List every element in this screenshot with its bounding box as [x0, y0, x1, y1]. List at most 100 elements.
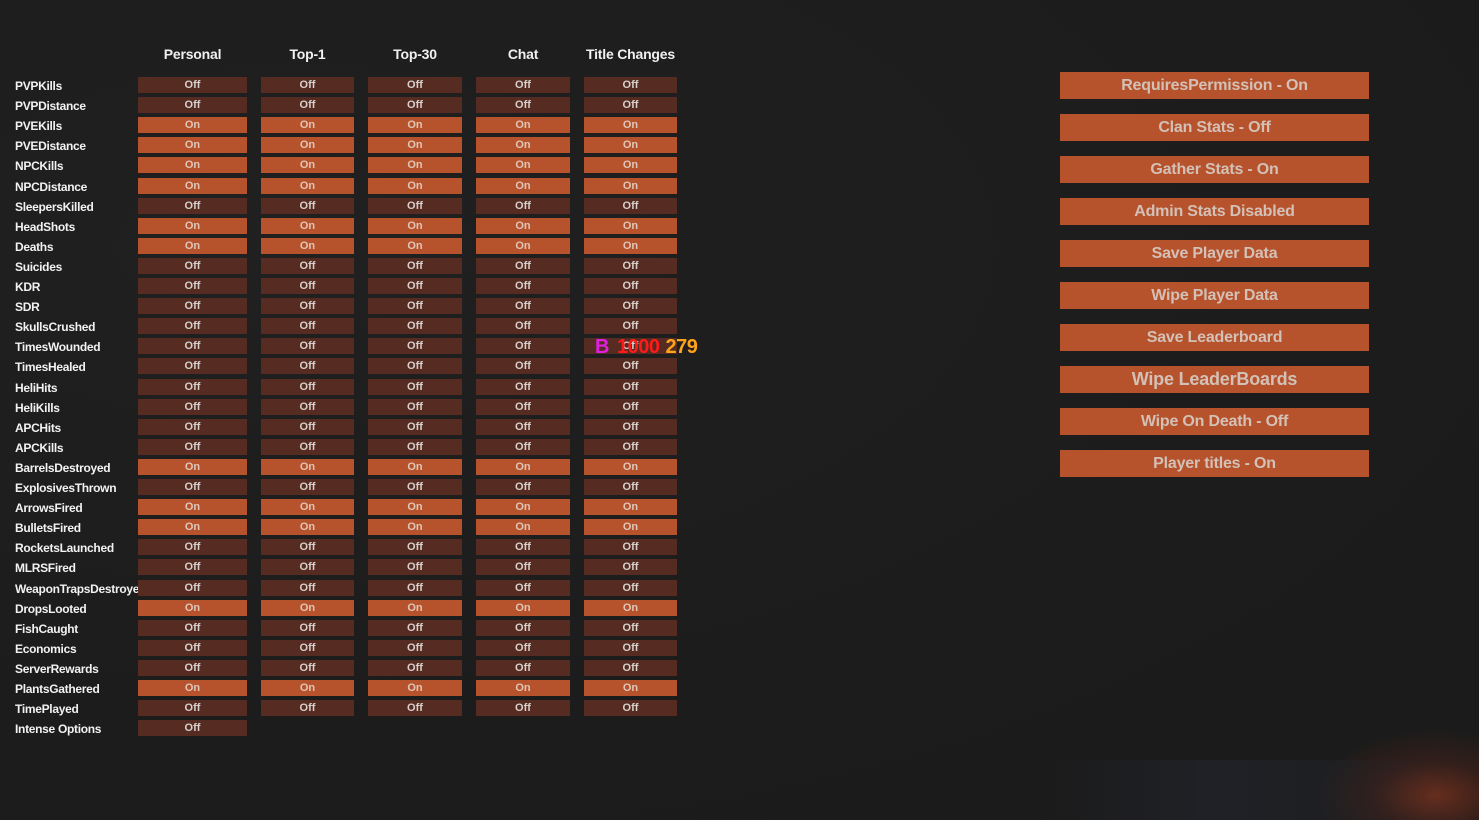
toggle-pvedistance-title-changes[interactable]: On: [584, 137, 677, 153]
toggle-economics-top-30[interactable]: Off: [368, 640, 462, 656]
toggle-deaths-chat[interactable]: On: [476, 238, 570, 254]
toggle-arrowsfired-personal[interactable]: On: [138, 499, 247, 515]
toggle-timeshealed-chat[interactable]: Off: [476, 358, 570, 374]
toggle-serverrewards-top-1[interactable]: Off: [261, 660, 354, 676]
toggle-apckills-chat[interactable]: Off: [476, 439, 570, 455]
toggle-npckills-title-changes[interactable]: On: [584, 157, 677, 173]
toggle-bulletsfired-title-changes[interactable]: On: [584, 519, 677, 535]
wipe-player-data-button[interactable]: Wipe Player Data: [1060, 282, 1369, 309]
toggle-bulletsfired-top-30[interactable]: On: [368, 519, 462, 535]
toggle-npckills-chat[interactable]: On: [476, 157, 570, 173]
toggle-pvedistance-personal[interactable]: On: [138, 137, 247, 153]
toggle-plantsgathered-top-1[interactable]: On: [261, 680, 354, 696]
toggle-suicides-top-1[interactable]: Off: [261, 258, 354, 274]
toggle-plantsgathered-personal[interactable]: On: [138, 680, 247, 696]
toggle-rocketslaunched-chat[interactable]: Off: [476, 539, 570, 555]
toggle-suicides-top-30[interactable]: Off: [368, 258, 462, 274]
toggle-npckills-personal[interactable]: On: [138, 157, 247, 173]
save-leaderboard-button[interactable]: Save Leaderboard: [1060, 324, 1369, 351]
toggle-pvpkills-top-1[interactable]: Off: [261, 77, 354, 93]
toggle-headshots-title-changes[interactable]: On: [584, 218, 677, 234]
toggle-timeplayed-personal[interactable]: Off: [138, 700, 247, 716]
toggle-pvekills-top-1[interactable]: On: [261, 117, 354, 133]
toggle-npcdistance-chat[interactable]: On: [476, 178, 570, 194]
toggle-pvpdistance-chat[interactable]: Off: [476, 97, 570, 113]
toggle-helikills-personal[interactable]: Off: [138, 399, 247, 415]
toggle-fishcaught-top-1[interactable]: Off: [261, 620, 354, 636]
toggle-suicides-title-changes[interactable]: Off: [584, 258, 677, 274]
toggle-sdr-personal[interactable]: Off: [138, 298, 247, 314]
toggle-npckills-top-1[interactable]: On: [261, 157, 354, 173]
requirespermission-on-button[interactable]: RequiresPermission - On: [1060, 72, 1369, 99]
toggle-timeshealed-personal[interactable]: Off: [138, 358, 247, 374]
toggle-pvedistance-top-1[interactable]: On: [261, 137, 354, 153]
toggle-sdr-chat[interactable]: Off: [476, 298, 570, 314]
toggle-pvekills-chat[interactable]: On: [476, 117, 570, 133]
toggle-apckills-title-changes[interactable]: Off: [584, 439, 677, 455]
toggle-npcdistance-top-1[interactable]: On: [261, 178, 354, 194]
toggle-mlrsfired-chat[interactable]: Off: [476, 559, 570, 575]
toggle-timeswounded-personal[interactable]: Off: [138, 338, 247, 354]
toggle-kdr-top-1[interactable]: Off: [261, 278, 354, 294]
toggle-apchits-top-1[interactable]: Off: [261, 419, 354, 435]
toggle-explosivesthrown-top-1[interactable]: Off: [261, 479, 354, 495]
toggle-npcdistance-personal[interactable]: On: [138, 178, 247, 194]
toggle-deaths-top-1[interactable]: On: [261, 238, 354, 254]
toggle-dropslooted-title-changes[interactable]: On: [584, 600, 677, 616]
toggle-kdr-chat[interactable]: Off: [476, 278, 570, 294]
toggle-timeswounded-top-1[interactable]: Off: [261, 338, 354, 354]
toggle-serverrewards-title-changes[interactable]: Off: [584, 660, 677, 676]
toggle-pvedistance-top-30[interactable]: On: [368, 137, 462, 153]
toggle-npckills-top-30[interactable]: On: [368, 157, 462, 173]
toggle-helikills-chat[interactable]: Off: [476, 399, 570, 415]
toggle-helikills-top-1[interactable]: Off: [261, 399, 354, 415]
toggle-arrowsfired-title-changes[interactable]: On: [584, 499, 677, 515]
toggle-apckills-top-1[interactable]: Off: [261, 439, 354, 455]
player-titles-on-button[interactable]: Player titles - On: [1060, 450, 1369, 477]
toggle-deaths-personal[interactable]: On: [138, 238, 247, 254]
toggle-weapontrapsdestroyed-title-changes[interactable]: Off: [584, 580, 677, 596]
toggle-dropslooted-top-30[interactable]: On: [368, 600, 462, 616]
toggle-pvpdistance-title-changes[interactable]: Off: [584, 97, 677, 113]
gather-stats-on-button[interactable]: Gather Stats - On: [1060, 156, 1369, 183]
toggle-mlrsfired-title-changes[interactable]: Off: [584, 559, 677, 575]
toggle-rocketslaunched-top-30[interactable]: Off: [368, 539, 462, 555]
toggle-pvpdistance-top-1[interactable]: Off: [261, 97, 354, 113]
clan-stats-off-button[interactable]: Clan Stats - Off: [1060, 114, 1369, 141]
toggle-timeshealed-top-30[interactable]: Off: [368, 358, 462, 374]
toggle-npcdistance-top-30[interactable]: On: [368, 178, 462, 194]
toggle-fishcaught-title-changes[interactable]: Off: [584, 620, 677, 636]
toggle-barrelsdestroyed-title-changes[interactable]: On: [584, 459, 677, 475]
toggle-fishcaught-personal[interactable]: Off: [138, 620, 247, 636]
toggle-skullscrushed-chat[interactable]: Off: [476, 318, 570, 334]
toggle-barrelsdestroyed-top-1[interactable]: On: [261, 459, 354, 475]
toggle-timeswounded-chat[interactable]: Off: [476, 338, 570, 354]
toggle-helihits-personal[interactable]: Off: [138, 379, 247, 395]
toggle-apchits-personal[interactable]: Off: [138, 419, 247, 435]
toggle-rocketslaunched-personal[interactable]: Off: [138, 539, 247, 555]
toggle-apckills-top-30[interactable]: Off: [368, 439, 462, 455]
toggle-mlrsfired-top-1[interactable]: Off: [261, 559, 354, 575]
toggle-helihits-top-1[interactable]: Off: [261, 379, 354, 395]
toggle-skullscrushed-personal[interactable]: Off: [138, 318, 247, 334]
toggle-fishcaught-top-30[interactable]: Off: [368, 620, 462, 636]
toggle-headshots-top-1[interactable]: On: [261, 218, 354, 234]
toggle-bulletsfired-personal[interactable]: On: [138, 519, 247, 535]
toggle-serverrewards-personal[interactable]: Off: [138, 660, 247, 676]
toggle-pvedistance-chat[interactable]: On: [476, 137, 570, 153]
toggle-helihits-chat[interactable]: Off: [476, 379, 570, 395]
toggle-apckills-personal[interactable]: Off: [138, 439, 247, 455]
toggle-arrowsfired-top-1[interactable]: On: [261, 499, 354, 515]
toggle-explosivesthrown-chat[interactable]: Off: [476, 479, 570, 495]
toggle-pvekills-personal[interactable]: On: [138, 117, 247, 133]
toggle-timeshealed-top-1[interactable]: Off: [261, 358, 354, 374]
toggle-plantsgathered-top-30[interactable]: On: [368, 680, 462, 696]
toggle-sdr-top-30[interactable]: Off: [368, 298, 462, 314]
toggle-intense-options-personal[interactable]: Off: [138, 720, 247, 736]
toggle-rocketslaunched-title-changes[interactable]: Off: [584, 539, 677, 555]
toggle-plantsgathered-chat[interactable]: On: [476, 680, 570, 696]
toggle-mlrsfired-personal[interactable]: Off: [138, 559, 247, 575]
toggle-explosivesthrown-top-30[interactable]: Off: [368, 479, 462, 495]
toggle-dropslooted-top-1[interactable]: On: [261, 600, 354, 616]
toggle-skullscrushed-top-30[interactable]: Off: [368, 318, 462, 334]
